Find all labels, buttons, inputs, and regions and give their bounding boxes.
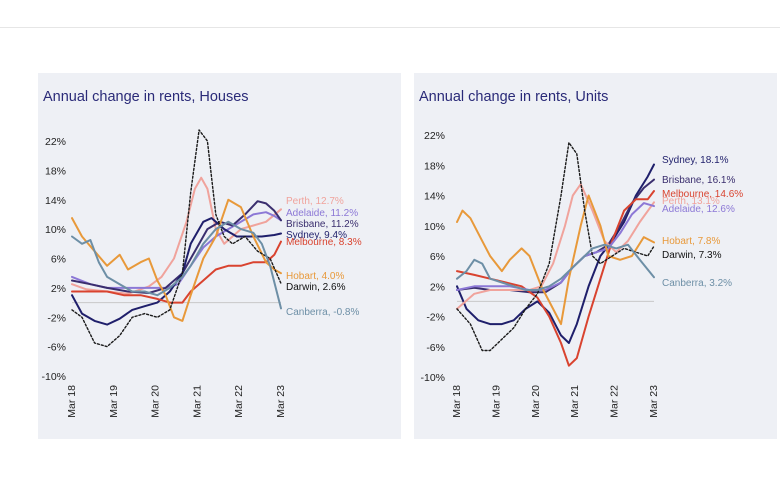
- houses-x-tick: Mar 23: [275, 385, 287, 418]
- houses-series-darwin: [71, 129, 282, 348]
- units-series-darwin: [456, 141, 655, 352]
- units-y-tick: 18%: [424, 160, 445, 172]
- units-label-canberra: Canberra, 3.2%: [662, 278, 732, 289]
- houses-label-canberra: Canberra, -0.8%: [286, 307, 359, 318]
- units-x-tick: Mar 21: [569, 385, 581, 418]
- houses-y-tick: 6%: [51, 254, 66, 266]
- houses-label-hobart: Hobart, 4.0%: [286, 271, 344, 282]
- houses-series-canberra: [71, 220, 282, 310]
- houses-chart: 22% 18% 14% 10% 6% 2% -2% -6% -10%Mar 18 Mar 19 Ma…: [41, 129, 362, 418]
- houses-label-darwin: Darwin, 2.6%: [286, 282, 346, 293]
- units-chart-title: Annual change in rents, Units: [419, 89, 609, 105]
- houses-label-brisbane: Brisbane, 11.2%: [286, 219, 359, 230]
- units-label-brisbane: Brisbane, 16.1%: [662, 175, 735, 186]
- houses-y-tick: 2%: [51, 283, 66, 295]
- houses-series-melbourne: [71, 240, 282, 304]
- units-label-perth: Perth, 13.1%: [662, 196, 720, 207]
- units-label-adelaide: Adelaide, 12.6%: [662, 204, 735, 215]
- houses-y-tick: 10%: [45, 224, 66, 236]
- houses-x-tick: Mar 19: [108, 385, 120, 418]
- units-y-tick: 10%: [424, 221, 445, 233]
- units-y-tick: 14%: [424, 191, 445, 203]
- units-series-canberra: [456, 243, 655, 291]
- houses-label-perth: Perth, 12.7%: [286, 196, 344, 207]
- units-series-brisbane: [456, 178, 655, 294]
- houses-x-tick: Mar 20: [150, 385, 162, 418]
- units-series-sydney: [456, 163, 655, 344]
- houses-chart-panel: Annual change in rents, Houses 22% 18% 14%…: [38, 73, 401, 439]
- units-y-tick: 6%: [430, 251, 445, 263]
- units-y-tick: -6%: [426, 342, 445, 354]
- top-divider: [0, 27, 780, 28]
- houses-y-tick: 14%: [45, 195, 66, 207]
- units-label-sydney: Sydney, 18.1%: [662, 155, 729, 166]
- units-chart-panel: Annual change in rents, Units 22% 18% 14% 1…: [414, 73, 777, 439]
- units-y-tick: -2%: [426, 312, 445, 324]
- houses-x-tick: Mar 21: [191, 385, 203, 418]
- units-series-hobart: [456, 194, 655, 326]
- units-chart: 22% 18% 14% 10% 6% 2% -2% -6% -10% Mar 18 Mar 19 Ma…: [420, 130, 743, 418]
- houses-y-tick: -2%: [47, 312, 66, 324]
- houses-chart-title: Annual change in rents, Houses: [43, 89, 249, 105]
- houses-series-hobart: [71, 198, 282, 322]
- houses-series-perth: [71, 176, 282, 295]
- units-y-tick: 22%: [424, 130, 445, 142]
- units-y-tick: 2%: [430, 281, 445, 293]
- houses-y-tick: -10%: [41, 371, 66, 383]
- units-x-tick: Mar 18: [451, 385, 463, 418]
- units-x-tick: Mar 23: [648, 385, 660, 418]
- units-x-tick: Mar 22: [609, 385, 621, 418]
- houses-label-adelaide: Adelaide, 11.2%: [286, 208, 358, 219]
- units-x-tick: Mar 19: [490, 385, 502, 418]
- units-label-darwin: Darwin, 7.3%: [662, 250, 722, 261]
- houses-label-sydney: Sydney, 9.4%: [286, 230, 347, 241]
- units-label-hobart: Hobart, 7.8%: [662, 236, 720, 247]
- units-label-melbourne: Melbourne, 14.6%: [662, 189, 743, 200]
- houses-y-tick: 22%: [45, 136, 66, 148]
- units-x-tick: Mar 20: [530, 385, 542, 418]
- houses-y-tick: -6%: [47, 342, 66, 354]
- houses-y-tick: 18%: [45, 165, 66, 177]
- houses-label-melbourne: Melbourne, 8.3%: [286, 237, 362, 248]
- units-y-tick: -10%: [420, 372, 445, 384]
- houses-series-brisbane: [71, 200, 282, 294]
- houses-x-tick: Mar 18: [66, 385, 78, 418]
- houses-x-tick: Mar 22: [233, 385, 245, 418]
